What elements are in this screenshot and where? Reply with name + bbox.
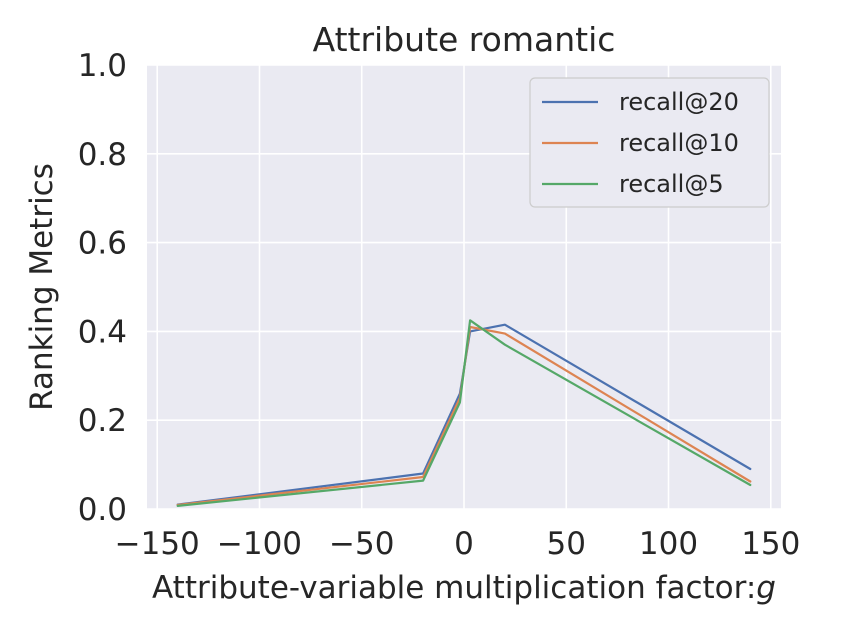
x-tick-label: −150: [115, 526, 200, 562]
legend: recall@20 recall@10 recall@5: [529, 77, 770, 208]
legend-label: recall@5: [619, 170, 724, 198]
legend-label: recall@20: [619, 88, 739, 116]
chart-title: Attribute romantic: [313, 20, 616, 59]
x-tick-label: −100: [217, 526, 302, 562]
y-tick-label: 0.0: [78, 492, 127, 528]
x-axis-title-symbol: g: [756, 570, 776, 606]
x-tick-label: −50: [329, 526, 394, 562]
x-axis-title: Attribute-variable multiplication factor…: [152, 570, 776, 606]
y-tick-label: 0.6: [78, 226, 127, 262]
x-tick-label: 150: [741, 526, 800, 562]
series-line-recall-at-5: [176, 319, 752, 507]
legend-box: [529, 77, 770, 208]
x-tick-label: 50: [547, 526, 586, 562]
x-tick-label: 100: [639, 526, 698, 562]
series-lines: [176, 319, 752, 507]
tick-labels: −150 −100 −50 0 50 100 150 0.0 0.2 0.4 0.6 0.8 1.0: [78, 48, 801, 562]
x-axis-title-text: Attribute-variable multiplication factor…: [152, 570, 756, 606]
x-tick-label: 0: [454, 526, 474, 562]
y-tick-label: 0.8: [78, 137, 127, 173]
y-tick-label: 0.4: [78, 314, 127, 350]
grid-lines: [147, 64, 781, 510]
legend-label: recall@10: [619, 129, 739, 157]
y-axis-title: Ranking Metrics: [24, 163, 60, 411]
y-tick-label: 0.2: [78, 403, 127, 439]
y-tick-label: 1.0: [78, 48, 127, 84]
